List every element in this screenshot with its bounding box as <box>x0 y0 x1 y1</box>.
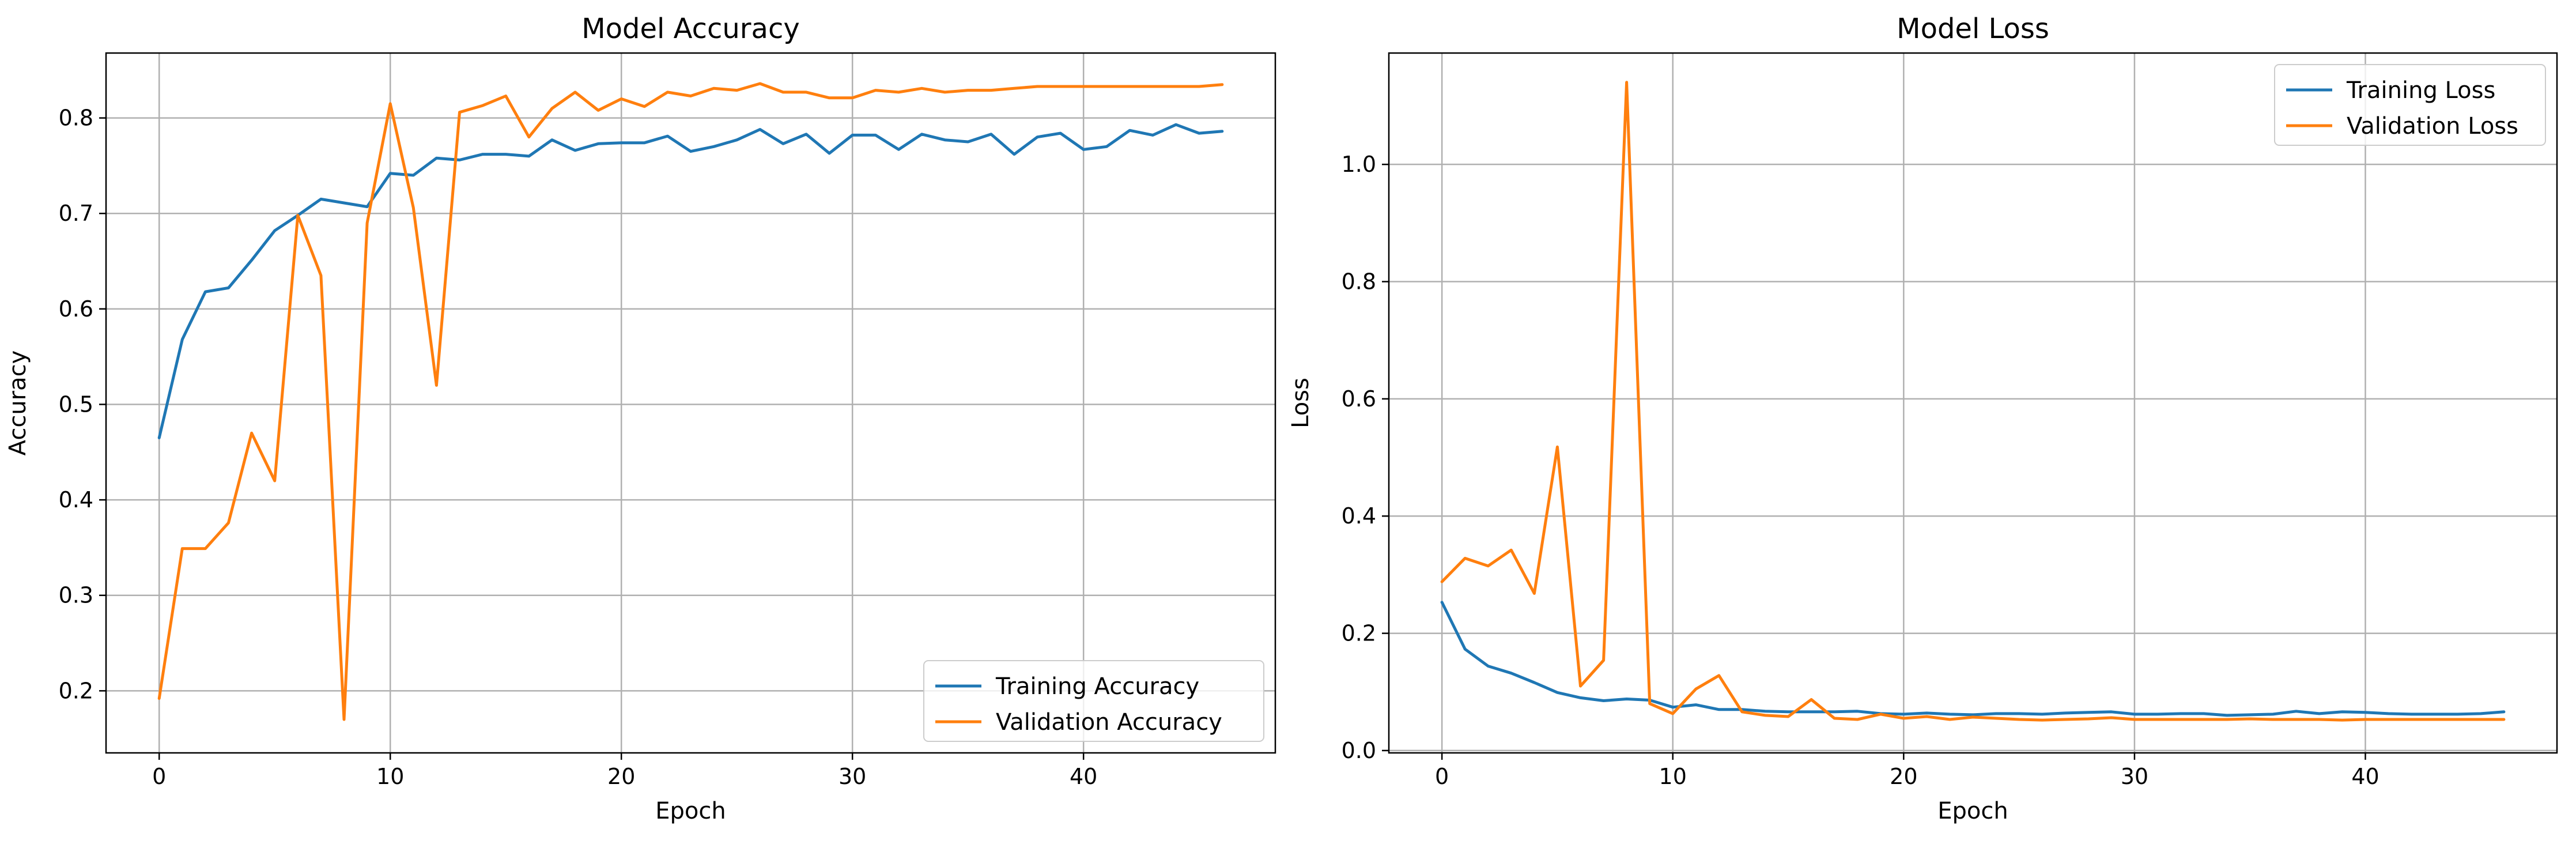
accuracy-legend-label-training: Training Accuracy <box>995 673 1199 700</box>
accuracy-y-tick-label: 0.7 <box>59 201 93 226</box>
loss-y-tick-label: 1.0 <box>1342 152 1376 177</box>
accuracy-legend: Training Accuracy Validation Accuracy <box>923 660 1264 742</box>
loss-chart: 0 10 20 30 40 0.0 0.2 0.4 0.6 0.8 1.0 Model Loss E… <box>1287 13 2558 824</box>
loss-legend-box <box>2274 64 2546 146</box>
accuracy-x-tick-label: 10 <box>376 764 404 789</box>
accuracy-plot-frame <box>105 52 1276 754</box>
loss-y-tick-label: 0.6 <box>1342 386 1376 412</box>
accuracy-y-tick-label: 0.2 <box>59 678 93 703</box>
accuracy-y-axis-label: Accuracy <box>5 350 31 456</box>
loss-y-tick-label: 0.8 <box>1342 269 1376 295</box>
accuracy-y-tick-label: 0.6 <box>59 296 93 322</box>
accuracy-y-tick-label: 0.5 <box>59 391 93 417</box>
accuracy-x-tick-label: 20 <box>607 764 635 789</box>
loss-plot-frame <box>1388 52 2558 754</box>
accuracy-legend-box <box>923 660 1264 742</box>
accuracy-x-tick-label: 30 <box>838 764 866 789</box>
loss-series <box>1440 81 2506 722</box>
accuracy-y-tick-label: 0.8 <box>59 105 93 131</box>
accuracy-chart-title: Model Accuracy <box>581 13 800 45</box>
loss-legend-label-validation: Validation Loss <box>2347 113 2518 140</box>
accuracy-x-axis-label: Epoch <box>655 798 726 824</box>
accuracy-series-line-validation <box>157 82 1224 721</box>
loss-grid <box>1389 53 2557 753</box>
loss-x-tick-label: 20 <box>1890 764 1917 789</box>
accuracy-series-line-training <box>157 123 1224 439</box>
accuracy-ticks: 0 10 20 30 40 0.2 0.3 0.4 0.5 0.6 0.7 0.8 <box>59 105 1098 789</box>
loss-y-axis-label: Loss <box>1287 378 1314 428</box>
accuracy-grid <box>106 53 1275 753</box>
loss-series-line-training <box>1440 601 2506 717</box>
accuracy-chart: 0 10 20 30 40 0.2 0.3 0.4 0.5 0.6 0.7 0.8 Model Acc… <box>5 13 1276 824</box>
loss-legend-label-training: Training Loss <box>2346 77 2495 104</box>
loss-x-tick-label: 40 <box>2351 764 2379 789</box>
loss-y-tick-label: 0.0 <box>1342 738 1376 763</box>
loss-y-tick-label: 0.2 <box>1342 621 1376 646</box>
accuracy-x-tick-label: 0 <box>152 764 166 789</box>
accuracy-y-tick-label: 0.4 <box>59 487 93 512</box>
loss-x-tick-label: 10 <box>1659 764 1687 789</box>
loss-ticks: 0 10 20 30 40 0.0 0.2 0.4 0.6 0.8 1.0 <box>1342 152 2379 789</box>
loss-chart-title: Model Loss <box>1897 13 2049 45</box>
accuracy-legend-label-validation: Validation Accuracy <box>996 709 1222 736</box>
loss-y-tick-label: 0.4 <box>1342 503 1376 529</box>
loss-x-axis-label: Epoch <box>1937 798 2008 824</box>
accuracy-x-tick-label: 40 <box>1070 764 1097 789</box>
accuracy-y-tick-label: 0.3 <box>59 583 93 608</box>
accuracy-series <box>157 82 1224 721</box>
loss-legend: Training Loss Validation Loss <box>2274 64 2546 146</box>
loss-series-line-validation <box>1440 81 2506 722</box>
loss-x-tick-label: 30 <box>2121 764 2148 789</box>
loss-x-tick-label: 0 <box>1435 764 1449 789</box>
